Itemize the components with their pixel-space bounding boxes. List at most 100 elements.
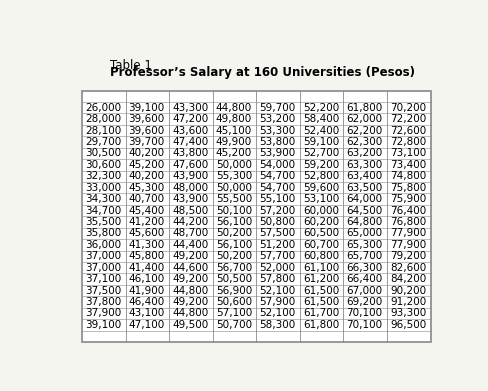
Text: 55,100: 55,100 <box>259 194 295 204</box>
Text: 41,300: 41,300 <box>128 240 164 250</box>
Text: 43,600: 43,600 <box>172 126 208 136</box>
Text: 48,700: 48,700 <box>172 228 208 239</box>
Text: 52,100: 52,100 <box>259 308 295 318</box>
Text: 45,400: 45,400 <box>128 206 164 215</box>
Text: 60,000: 60,000 <box>302 206 338 215</box>
Text: 44,800: 44,800 <box>172 285 208 296</box>
Text: 52,700: 52,700 <box>302 149 339 158</box>
Text: 90,200: 90,200 <box>389 285 426 296</box>
Text: 45,800: 45,800 <box>128 251 164 261</box>
Text: 49,200: 49,200 <box>172 274 208 284</box>
Text: 72,600: 72,600 <box>389 126 426 136</box>
Text: 37,000: 37,000 <box>85 263 121 273</box>
Text: 44,800: 44,800 <box>215 103 251 113</box>
Bar <box>82 91 430 342</box>
Text: 37,500: 37,500 <box>85 285 121 296</box>
Text: 53,900: 53,900 <box>259 149 295 158</box>
Text: 67,000: 67,000 <box>346 285 382 296</box>
Text: 36,000: 36,000 <box>85 240 121 250</box>
Text: 70,200: 70,200 <box>389 103 426 113</box>
Text: 82,600: 82,600 <box>389 263 426 273</box>
Text: 55,300: 55,300 <box>215 171 251 181</box>
Text: 44,800: 44,800 <box>172 308 208 318</box>
Text: 56,900: 56,900 <box>215 285 251 296</box>
Text: 35,500: 35,500 <box>85 217 121 227</box>
Text: 57,100: 57,100 <box>215 308 251 318</box>
Text: 58,300: 58,300 <box>259 320 295 330</box>
Text: 45,200: 45,200 <box>128 160 164 170</box>
Text: 39,600: 39,600 <box>128 114 164 124</box>
Text: 45,600: 45,600 <box>128 228 164 239</box>
Text: 79,200: 79,200 <box>389 251 426 261</box>
Text: 52,000: 52,000 <box>259 263 295 273</box>
Text: 52,800: 52,800 <box>302 171 339 181</box>
Text: 50,500: 50,500 <box>215 274 251 284</box>
Text: 62,200: 62,200 <box>346 126 382 136</box>
Text: 60,800: 60,800 <box>302 251 338 261</box>
Text: 45,300: 45,300 <box>128 183 164 193</box>
Text: 57,200: 57,200 <box>259 206 295 215</box>
Text: 37,900: 37,900 <box>85 308 121 318</box>
Text: 93,300: 93,300 <box>389 308 426 318</box>
Text: 43,800: 43,800 <box>172 149 208 158</box>
Text: 47,100: 47,100 <box>128 320 164 330</box>
Text: 39,700: 39,700 <box>128 137 164 147</box>
Text: 91,200: 91,200 <box>389 297 426 307</box>
Text: 84,200: 84,200 <box>389 274 426 284</box>
Text: 77,900: 77,900 <box>389 228 426 239</box>
Text: 37,000: 37,000 <box>85 251 121 261</box>
Text: 30,600: 30,600 <box>85 160 121 170</box>
Text: 55,500: 55,500 <box>215 194 251 204</box>
Text: 49,800: 49,800 <box>215 114 251 124</box>
Text: 48,500: 48,500 <box>172 206 208 215</box>
Text: 35,800: 35,800 <box>85 228 121 239</box>
Text: 43,100: 43,100 <box>128 308 164 318</box>
Text: 49,200: 49,200 <box>172 297 208 307</box>
Text: 29,700: 29,700 <box>85 137 121 147</box>
Text: 50,000: 50,000 <box>215 183 251 193</box>
Text: 52,200: 52,200 <box>302 103 339 113</box>
Text: 46,100: 46,100 <box>128 274 164 284</box>
Text: 75,800: 75,800 <box>389 183 426 193</box>
Text: 51,200: 51,200 <box>259 240 295 250</box>
Text: 61,500: 61,500 <box>302 297 339 307</box>
Text: 64,500: 64,500 <box>346 206 382 215</box>
Text: 53,200: 53,200 <box>259 114 295 124</box>
Text: 76,400: 76,400 <box>389 206 426 215</box>
Text: 47,400: 47,400 <box>172 137 208 147</box>
Text: 50,200: 50,200 <box>215 251 251 261</box>
Text: 63,300: 63,300 <box>346 160 382 170</box>
Text: 46,400: 46,400 <box>128 297 164 307</box>
Text: 62,300: 62,300 <box>346 137 382 147</box>
Text: 61,500: 61,500 <box>302 285 339 296</box>
Text: 39,100: 39,100 <box>128 103 164 113</box>
Text: Table 1: Table 1 <box>110 59 152 72</box>
Text: 40,200: 40,200 <box>128 149 164 158</box>
Text: 50,000: 50,000 <box>215 160 251 170</box>
Text: 34,300: 34,300 <box>85 194 121 204</box>
Text: 37,100: 37,100 <box>85 274 121 284</box>
Text: 61,800: 61,800 <box>302 320 339 330</box>
Text: 70,100: 70,100 <box>346 320 382 330</box>
Text: 53,300: 53,300 <box>259 126 295 136</box>
Text: 72,800: 72,800 <box>389 137 426 147</box>
Text: 48,000: 48,000 <box>172 183 208 193</box>
Text: 69,200: 69,200 <box>346 297 382 307</box>
Text: 49,200: 49,200 <box>172 251 208 261</box>
Text: 45,100: 45,100 <box>215 126 251 136</box>
Text: 66,300: 66,300 <box>346 263 382 273</box>
Text: 44,400: 44,400 <box>172 240 208 250</box>
Text: 57,700: 57,700 <box>259 251 295 261</box>
Text: 28,100: 28,100 <box>85 126 121 136</box>
Bar <box>82 91 430 342</box>
Text: 47,200: 47,200 <box>172 114 208 124</box>
Text: 76,800: 76,800 <box>389 217 426 227</box>
Text: 40,700: 40,700 <box>128 194 164 204</box>
Text: 61,100: 61,100 <box>302 263 339 273</box>
Text: 50,200: 50,200 <box>215 228 251 239</box>
Text: 40,200: 40,200 <box>128 171 164 181</box>
Text: 56,100: 56,100 <box>215 240 251 250</box>
Text: 43,300: 43,300 <box>172 103 208 113</box>
Text: 52,100: 52,100 <box>259 285 295 296</box>
Text: 64,000: 64,000 <box>346 194 382 204</box>
